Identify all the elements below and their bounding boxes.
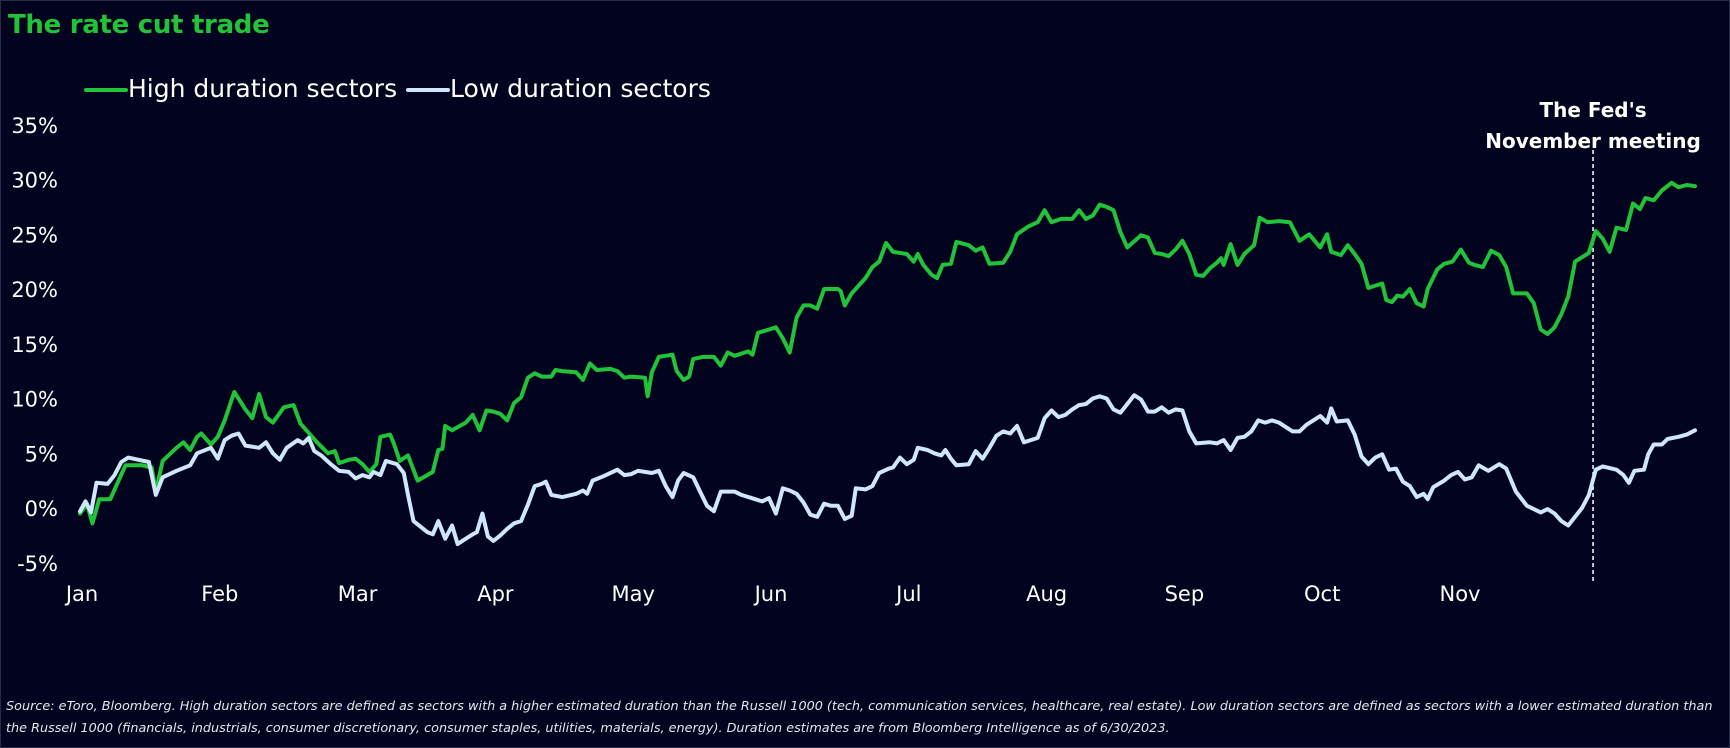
line-chart: -5% 0% 5% 10% 15% 20% 25% 30% 35% Jan Feb Mar Apr Ma… xyxy=(11,98,1701,606)
x-axis: Jan Feb Mar Apr May Jun Jul Aug Sep Oct Nov xyxy=(64,582,1481,606)
legend-swatch-low-duration xyxy=(406,88,450,92)
x-tick-label: Sep xyxy=(1165,582,1205,606)
source-footnote: Source: eToro, Bloomberg. High duration … xyxy=(6,699,1713,736)
legend-swatch-high-duration xyxy=(84,88,128,92)
y-tick-label: 0% xyxy=(25,497,58,521)
series-layer xyxy=(78,180,1697,547)
y-tick-label: 30% xyxy=(11,169,58,193)
chart-title: The rate cut trade xyxy=(8,10,270,40)
x-tick-label: Jan xyxy=(64,582,98,606)
y-tick-label: 35% xyxy=(11,114,58,138)
y-tick-label: 25% xyxy=(11,223,58,247)
annotation-line1: The Fed's xyxy=(1539,98,1646,122)
x-tick-label: May xyxy=(611,582,654,606)
series-line-low-duration xyxy=(78,393,1697,547)
x-tick-label: Oct xyxy=(1304,582,1340,606)
y-tick-label: 5% xyxy=(25,442,58,466)
x-tick-label: Apr xyxy=(477,582,514,606)
y-tick-label: -5% xyxy=(17,552,58,576)
series-line-high-duration xyxy=(78,180,1697,526)
x-tick-label: Aug xyxy=(1026,582,1067,606)
y-axis: -5% 0% 5% 10% 15% 20% 25% 30% 35% xyxy=(11,114,58,576)
legend-label-high-duration: High duration sectors xyxy=(128,74,398,103)
x-tick-label: Jun xyxy=(753,582,788,606)
legend-label-low-duration: Low duration sectors xyxy=(450,74,711,103)
annotation-line2: November meeting xyxy=(1485,129,1701,153)
y-tick-label: 15% xyxy=(11,333,58,357)
x-tick-label: Nov xyxy=(1440,582,1481,606)
x-tick-label: Jul xyxy=(894,582,921,606)
x-tick-label: Mar xyxy=(338,582,378,606)
y-tick-label: 20% xyxy=(11,278,58,302)
y-tick-label: 10% xyxy=(11,388,58,412)
fed-meeting-annotation: The Fed's November meeting xyxy=(1485,98,1701,582)
x-tick-label: Feb xyxy=(201,582,238,606)
